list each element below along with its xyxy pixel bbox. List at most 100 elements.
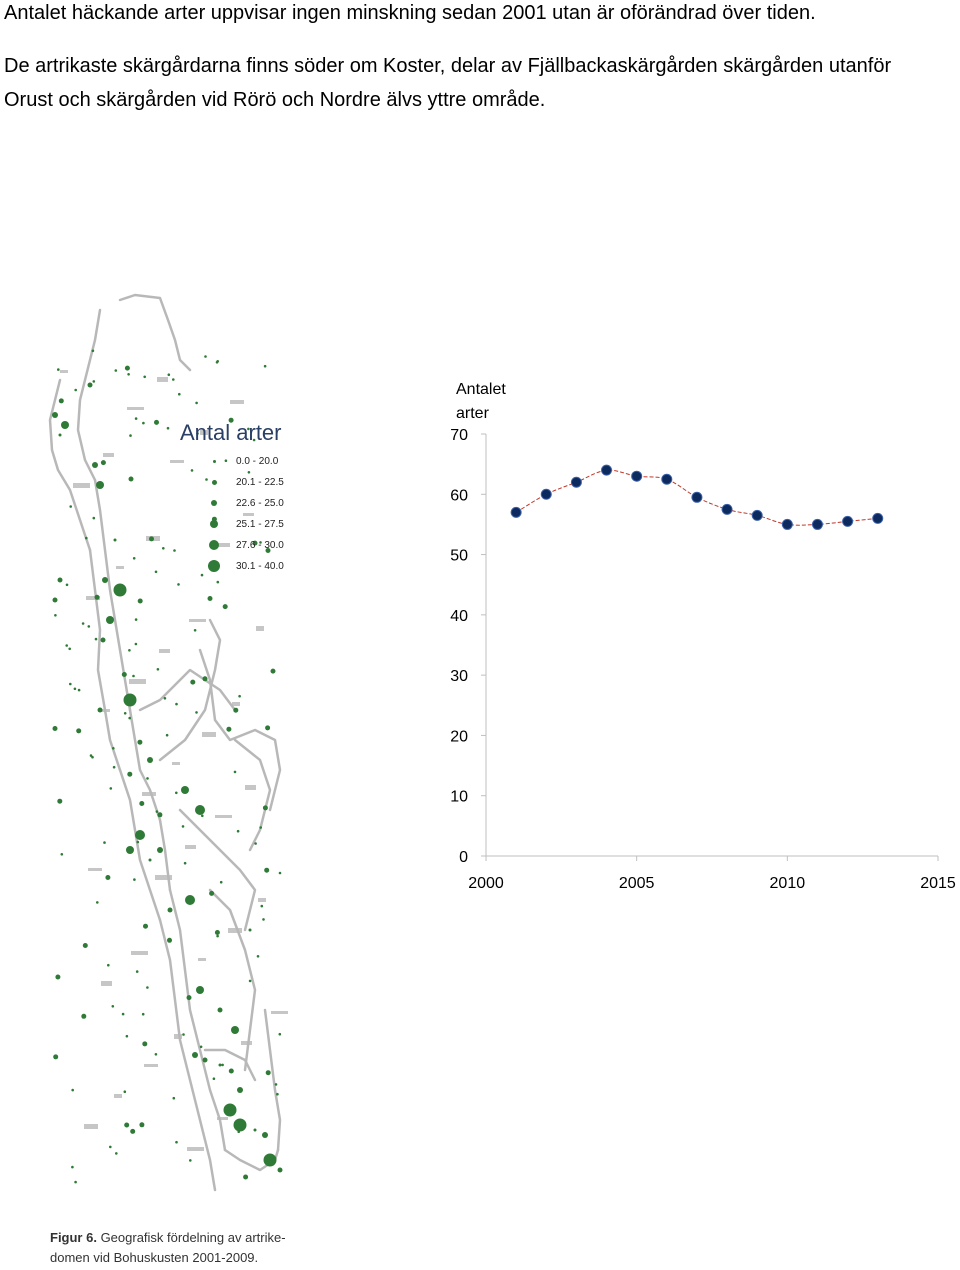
richness-dot (154, 1053, 158, 1056)
richness-dot (167, 373, 171, 376)
coastline-segment (198, 648, 282, 812)
richness-dot (248, 928, 252, 932)
richness-dot (195, 805, 205, 815)
richness-dot (205, 478, 208, 481)
richness-dot (260, 904, 264, 908)
richness-dot (264, 867, 270, 873)
coastline-segment (76, 308, 102, 482)
richness-dot (129, 434, 132, 437)
y-axis-label-line2: arter (456, 405, 490, 422)
richness-dot (259, 826, 262, 829)
island-shape (144, 1064, 158, 1067)
legend-item: 20.1 - 22.5 (206, 472, 284, 492)
richness-dot (228, 417, 234, 423)
legend-item: 25.1 - 27.5 (206, 514, 284, 534)
richness-dot (126, 846, 134, 854)
richness-dot (262, 918, 265, 921)
richness-dot (128, 476, 134, 482)
island-shape (200, 430, 208, 435)
richness-dot (143, 375, 146, 379)
richness-dot (256, 955, 260, 958)
x-tick-label: 2005 (619, 875, 655, 892)
coastline-segment (158, 918, 217, 1192)
richness-dot (222, 604, 228, 610)
richness-dot (89, 754, 93, 757)
richness-dot (123, 1090, 127, 1093)
richness-dot (52, 726, 58, 731)
richness-dot (92, 462, 98, 468)
richness-dot (60, 853, 64, 856)
richness-dot (189, 1159, 192, 1162)
richness-dot (173, 549, 176, 552)
richness-dot (91, 349, 95, 353)
data-point (570, 476, 582, 488)
data-point (811, 518, 823, 530)
data-point (691, 491, 703, 503)
richness-dot (65, 644, 68, 647)
richness-dot (102, 577, 108, 583)
richness-dot (214, 930, 220, 935)
richness-dot (190, 469, 194, 472)
richness-dot (85, 536, 88, 540)
richness-dot (223, 1103, 237, 1117)
richness-dot (71, 1165, 74, 1169)
richness-dot (178, 392, 181, 396)
island-shape (215, 815, 232, 818)
data-point (872, 512, 884, 524)
richness-dot (65, 583, 69, 587)
richness-dot (109, 787, 113, 790)
island-shape (170, 460, 184, 463)
island-shape (73, 483, 90, 488)
richness-dot (162, 547, 165, 550)
richness-dot (274, 1083, 278, 1086)
richness-dot (190, 679, 196, 685)
richness-dot (100, 637, 106, 643)
caption-label: Figur 6. (50, 1230, 97, 1245)
richness-dot (92, 516, 96, 520)
richness-dot (57, 368, 60, 371)
richness-dot (215, 361, 219, 364)
richness-dot (163, 697, 167, 700)
richness-dot (147, 757, 153, 763)
richness-dot (263, 364, 267, 368)
richness-dot (112, 765, 116, 769)
richness-dot (61, 421, 69, 429)
richness-dot (77, 688, 81, 692)
richness-dot (228, 1068, 234, 1074)
richness-dot (143, 923, 148, 929)
data-point (781, 518, 793, 530)
richness-dot (216, 934, 219, 938)
richness-dot (231, 1026, 239, 1034)
richness-dot (195, 711, 198, 714)
richness-dot (259, 541, 262, 544)
legend-item: 27.6 - 30.0 (206, 535, 284, 555)
x-tick-label: 2010 (770, 875, 806, 892)
island-shape (103, 453, 114, 457)
legend-label: 27.6 - 30.0 (236, 539, 284, 551)
richness-dot (278, 871, 282, 875)
legend-title: Antal arter (180, 420, 282, 445)
richness-dot (103, 841, 106, 844)
coastline-segment (138, 668, 237, 712)
richness-dot (262, 1132, 268, 1138)
richness-dot (81, 1013, 87, 1019)
coastline-segment (168, 888, 227, 1152)
island-shape (101, 981, 112, 986)
island-shape (142, 792, 156, 796)
richness-dot (97, 707, 103, 713)
richness-dot (181, 786, 189, 794)
island-shape (159, 649, 170, 653)
richness-dot (107, 963, 110, 967)
richness-dot (167, 937, 172, 943)
richness-dot (53, 1054, 59, 1060)
richness-dot (201, 814, 204, 818)
coastline-segment (208, 888, 257, 1072)
island-shape (213, 543, 230, 547)
richness-dot (134, 618, 138, 621)
richness-dot (134, 642, 138, 646)
legend-dot (211, 500, 217, 506)
richness-dot (128, 716, 131, 720)
richness-dot (68, 647, 71, 651)
richness-dot (134, 417, 138, 420)
island-shape (172, 762, 180, 765)
